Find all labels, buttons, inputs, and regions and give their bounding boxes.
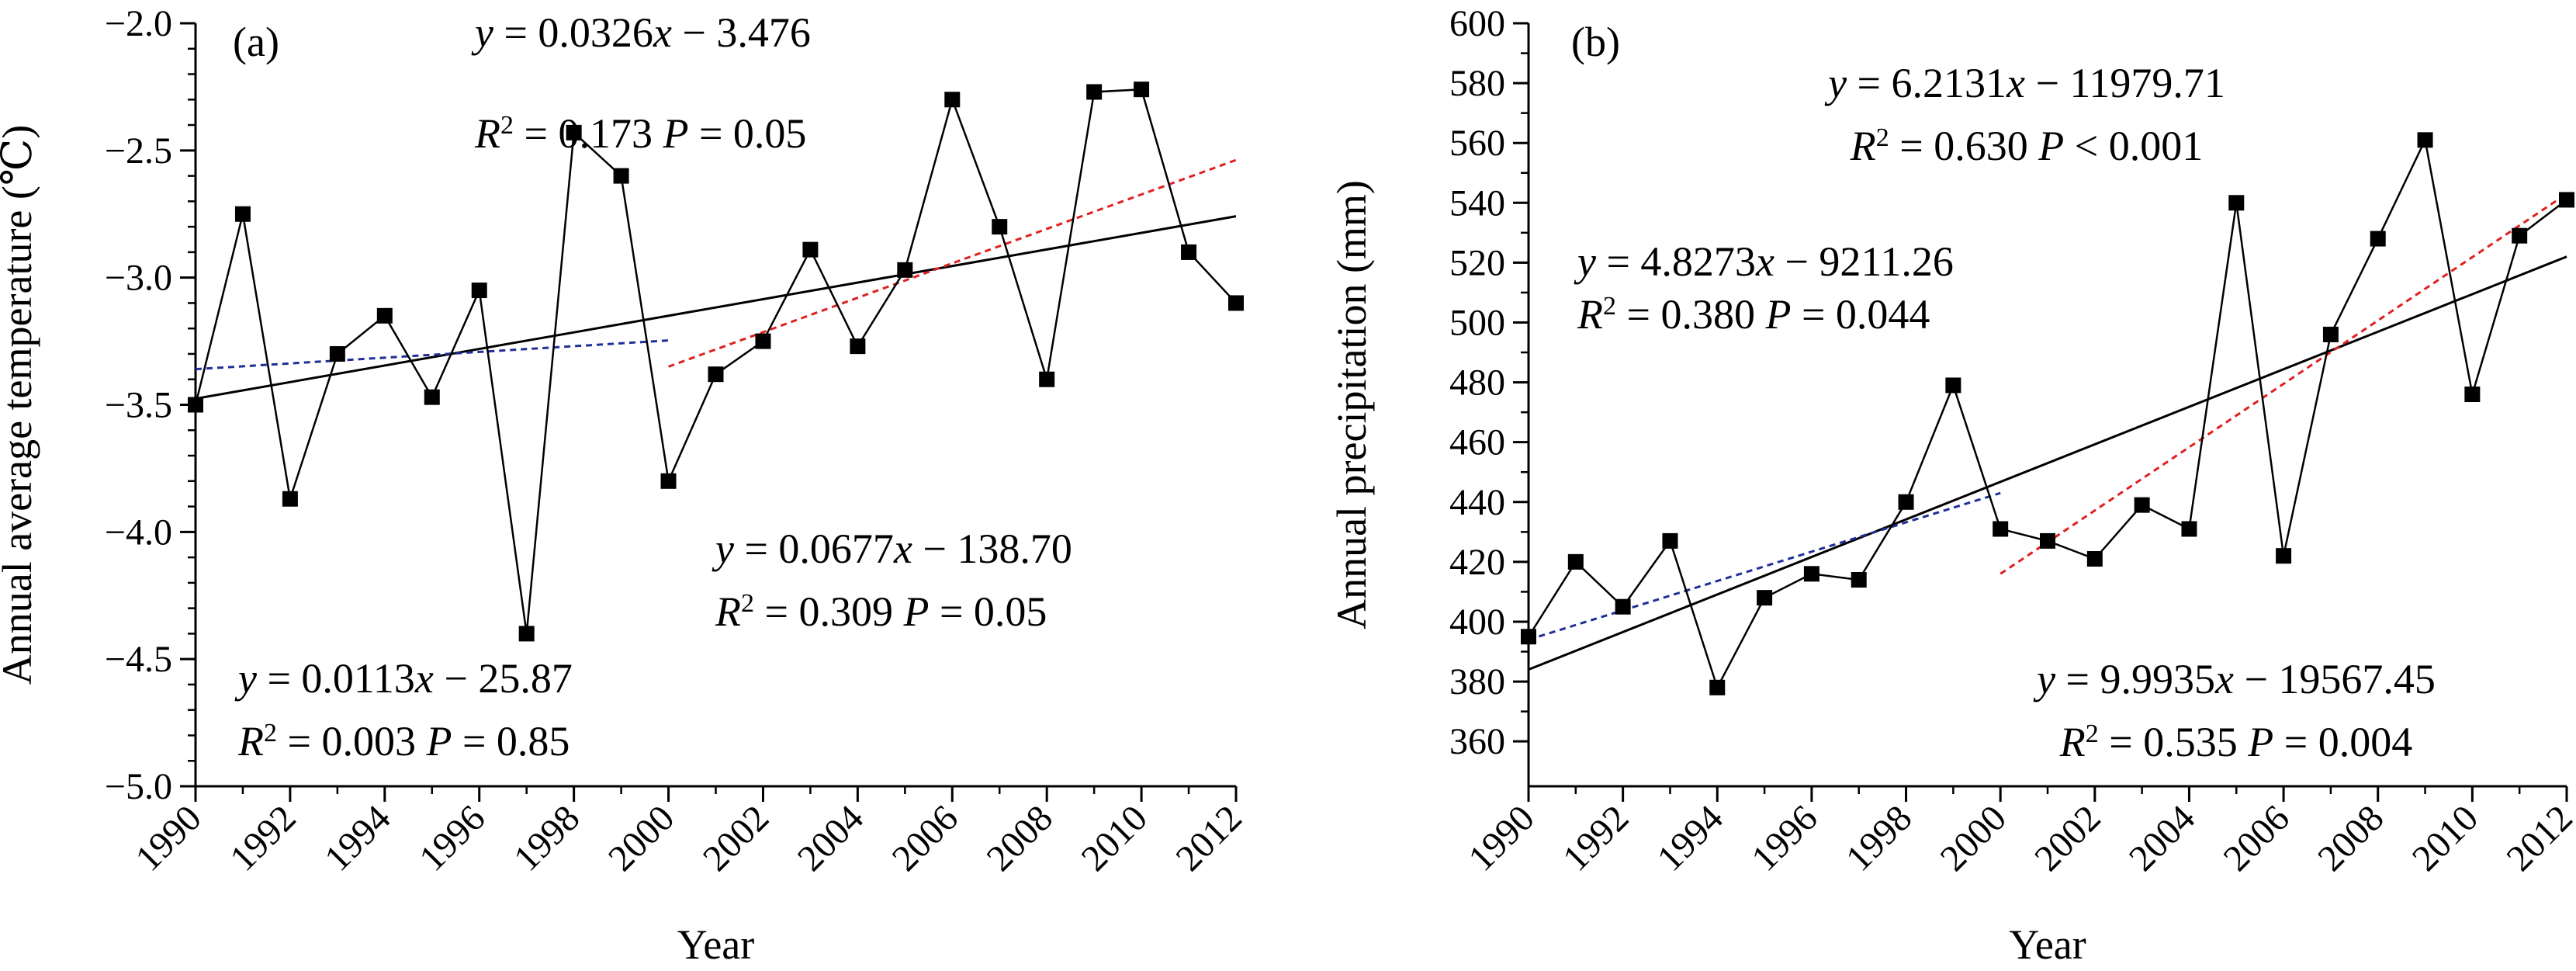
data-point-marker xyxy=(2134,497,2150,513)
data-point-marker xyxy=(2181,521,2197,537)
y-tick-label: 600 xyxy=(1449,3,1505,44)
y-tick-label: 540 xyxy=(1449,182,1505,224)
data-point-marker xyxy=(2370,231,2386,247)
y-tick-label: 480 xyxy=(1449,362,1505,404)
regression-statistics: R2 = 0.003 P = 0.85 xyxy=(237,718,570,765)
panel-label: (b) xyxy=(1571,19,1620,65)
data-point-marker xyxy=(1709,679,1726,695)
data-point-marker xyxy=(1228,295,1244,311)
data-point-marker xyxy=(1521,629,1536,645)
data-point-marker xyxy=(1181,244,1197,260)
y-tick-label: 440 xyxy=(1449,482,1505,523)
data-point-marker xyxy=(992,219,1008,235)
y-tick-label: 400 xyxy=(1449,602,1505,643)
data-point-marker xyxy=(1134,81,1150,98)
y-tick-label: −4.0 xyxy=(105,512,172,553)
regression-equation: y = 9.9935x − 19567.45 xyxy=(2033,656,2436,702)
data-point-marker xyxy=(1851,572,1867,588)
data-point-marker xyxy=(2417,132,2433,148)
y-tick-label: 560 xyxy=(1449,123,1505,164)
y-tick-label: 500 xyxy=(1449,302,1505,343)
y-tick-label: −3.0 xyxy=(105,258,172,299)
trend-line-overall xyxy=(195,215,1237,401)
regression-statistics: R2 = 0.309 P = 0.05 xyxy=(715,588,1047,635)
data-point-marker xyxy=(2228,195,2245,211)
y-axis-title: Annual average temperature (℃) xyxy=(0,125,40,685)
data-point-marker xyxy=(282,491,298,507)
regression-equation: y = 6.2131x − 11979.71 xyxy=(1824,60,2225,106)
panel-label: (a) xyxy=(233,19,279,65)
regression-equation: y = 0.0113x − 25.87 xyxy=(234,655,573,702)
data-point-marker xyxy=(1039,371,1055,387)
data-point-marker xyxy=(1803,566,1819,582)
data-point-marker xyxy=(1567,553,1584,570)
data-point-marker xyxy=(2040,532,2055,549)
data-point-marker xyxy=(188,397,203,413)
y-tick-label: −5.0 xyxy=(105,766,172,807)
data-point-marker xyxy=(2464,387,2481,403)
data-point-marker xyxy=(944,92,961,108)
y-tick-label: 360 xyxy=(1449,721,1505,762)
data-point-marker xyxy=(329,345,345,362)
y-tick-label: −2.0 xyxy=(105,3,172,44)
trend-line-late xyxy=(2000,192,2567,575)
x-axis-title: Year xyxy=(2009,921,2086,968)
y-tick-label: 380 xyxy=(1449,661,1505,702)
x-axis-title: Year xyxy=(677,921,755,968)
data-point-marker xyxy=(566,124,582,140)
data-point-marker xyxy=(518,626,535,642)
trend-line-early xyxy=(195,339,669,371)
regression-equation: y = 0.0326x − 3.476 xyxy=(471,9,811,56)
regression-statistics: R2 = 0.173 P = 0.05 xyxy=(474,110,806,157)
data-point-marker xyxy=(2512,227,2528,244)
y-tick-label: 420 xyxy=(1449,542,1505,583)
data-point-marker xyxy=(2559,192,2574,208)
y-tick-label: −2.5 xyxy=(105,130,172,172)
trend-line-late xyxy=(668,158,1237,368)
data-point-marker xyxy=(1993,521,2009,537)
data-point-marker xyxy=(660,473,677,489)
data-point-marker xyxy=(708,366,724,383)
y-tick-label: −4.5 xyxy=(105,639,172,680)
data-point-marker xyxy=(1757,590,1773,606)
y-axis-title: Annual precipitation (mm) xyxy=(1328,180,1375,629)
data-point-marker xyxy=(1898,494,1914,510)
data-point-marker xyxy=(424,389,440,405)
regression-statistics: R2 = 0.380 P = 0.044 xyxy=(1577,291,1930,338)
data-point-marker xyxy=(471,283,487,299)
trend-line-overall xyxy=(1528,255,2567,671)
y-tick-label: −3.5 xyxy=(105,385,172,426)
data-point-marker xyxy=(755,333,771,349)
data-point-marker xyxy=(1945,377,1961,394)
regression-statistics: R2 = 0.630 P < 0.001 xyxy=(1850,123,2203,169)
regression-statistics: R2 = 0.535 P = 0.004 xyxy=(2059,719,2412,765)
regression-equation: y = 0.0677x − 138.70 xyxy=(712,525,1072,572)
data-point-marker xyxy=(613,168,629,184)
data-point-marker xyxy=(1615,598,1631,615)
data-point-marker xyxy=(1662,532,1678,549)
y-tick-label: 520 xyxy=(1449,242,1505,283)
data-point-marker xyxy=(376,307,393,324)
y-tick-label: 460 xyxy=(1449,422,1505,463)
data-point-marker xyxy=(802,241,819,258)
data-point-marker xyxy=(234,206,251,222)
y-tick-label: 580 xyxy=(1449,63,1505,104)
data-point-marker xyxy=(1086,84,1103,100)
regression-equation: y = 4.8273x − 9211.26 xyxy=(1574,238,1954,285)
data-point-marker xyxy=(897,262,913,278)
data-point-marker xyxy=(2086,551,2103,567)
data-point-marker xyxy=(850,338,866,355)
data-point-marker xyxy=(2276,548,2292,564)
data-point-marker xyxy=(2322,326,2339,342)
